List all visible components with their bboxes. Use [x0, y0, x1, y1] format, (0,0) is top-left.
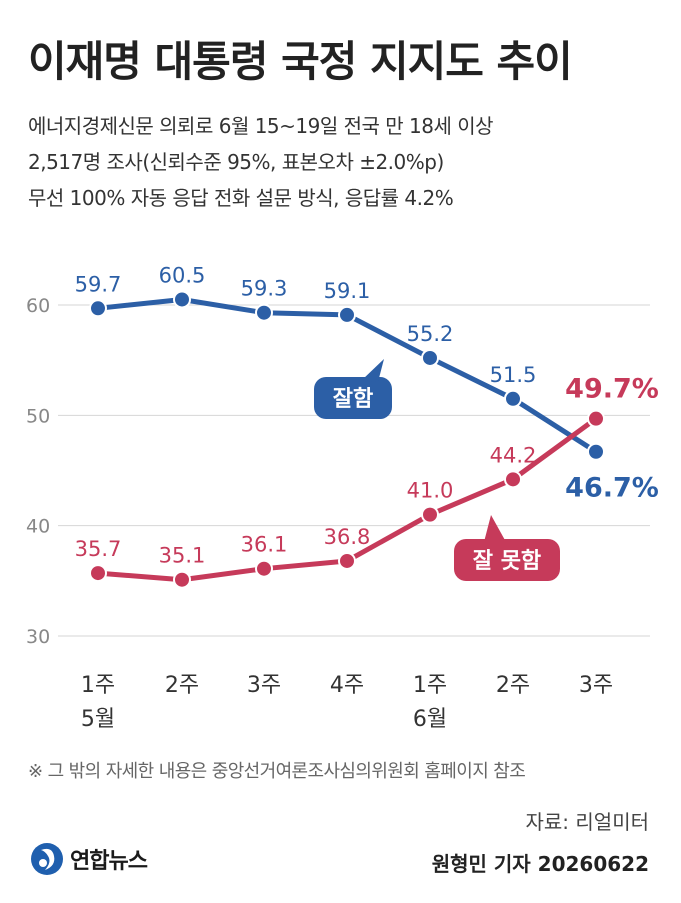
- disapprove-data-point: [255, 559, 273, 578]
- y-tick-label: 40: [26, 516, 50, 538]
- disapprove-value-label: 41.0: [407, 479, 454, 503]
- approve-data-point: [338, 305, 356, 324]
- disapprove-data-point: [504, 470, 522, 489]
- x-tick-label: 3주: [579, 673, 613, 698]
- approve-data-point: [255, 303, 273, 322]
- disapprove-data-point: [173, 570, 191, 589]
- approve-series-bubble: [314, 377, 392, 419]
- disapprove-value-label: 36.8: [324, 525, 371, 549]
- source-credit: 자료: 리얼미터: [525, 810, 650, 834]
- disapprove-value-label: 49.7%: [565, 374, 659, 405]
- x-tick-label: 2주: [165, 673, 199, 698]
- approve-series-label: 잘함: [333, 387, 373, 412]
- approve-value-label: 51.5: [490, 363, 537, 387]
- approve-data-point: [587, 442, 605, 461]
- y-tick-label: 30: [26, 626, 50, 648]
- approval-line-chart: 30 40 50 60 1주 5월 2주 3주 4주 1주 6월 2주 3주 59.7 60.5 59.3 59…: [26, 263, 659, 732]
- disapprove-value-label: 35.7: [75, 537, 122, 561]
- approve-data-point: [173, 290, 191, 309]
- subtitle-line-3: 무선 100% 자동 응답 전화 설문 방식, 응답률 4.2%: [28, 186, 454, 210]
- x-tick-label: 4주: [330, 673, 364, 698]
- approve-value-label: 59.1: [324, 279, 371, 303]
- yonhap-logo: 연합뉴스: [30, 842, 148, 876]
- subtitle-line-1: 에너지경제신문 의뢰로 6월 15~19일 전국 만 18세 이상: [28, 114, 494, 138]
- disapprove-data-point: [587, 409, 605, 428]
- approve-series-bubble-tail: [362, 359, 384, 382]
- x-tick-label: 1주: [81, 673, 115, 698]
- y-tick-label: 50: [26, 405, 50, 427]
- disapprove-value-label: 35.1: [159, 544, 206, 568]
- approve-data-point: [89, 299, 107, 318]
- y-tick-label: 60: [26, 295, 50, 317]
- approve-value-label: 59.3: [241, 277, 288, 301]
- footnote: ※ 그 밖의 자세한 내용은 중앙선거여론조사심의위원회 홈페이지 참조: [28, 761, 526, 782]
- approve-data-point: [504, 389, 522, 408]
- reporter-byline: 원형민 기자 20260622: [431, 852, 649, 876]
- disapprove-series-bubble-tail: [484, 515, 506, 542]
- subtitle-line-2: 2,517명 조사(신뢰수준 95%, 표본오차 ±2.0%p): [28, 150, 444, 174]
- disapprove-series-bubble: [454, 539, 560, 581]
- x-tick-label: 1주: [413, 673, 447, 698]
- logo-text: 연합뉴스: [70, 849, 148, 874]
- disapprove-series-label: 잘 못함: [473, 549, 541, 574]
- x-tick-label: 2주: [496, 673, 530, 698]
- disapprove-data-point: [421, 505, 439, 524]
- approve-data-point: [421, 348, 439, 367]
- approve-value-label: 55.2: [407, 322, 454, 346]
- approve-value-label: 46.7%: [565, 473, 659, 504]
- x-month-label: 5월: [81, 707, 115, 732]
- disapprove-data-point: [338, 551, 356, 570]
- approve-value-label: 59.7: [75, 272, 122, 296]
- disapprove-value-label: 44.2: [490, 443, 537, 467]
- disapprove-value-label: 36.1: [241, 533, 288, 557]
- approve-value-label: 60.5: [159, 263, 206, 287]
- x-tick-label: 3주: [247, 673, 281, 698]
- x-month-label: 6월: [413, 707, 447, 732]
- yonhap-logo-icon: [31, 843, 63, 875]
- page-title: 이재명 대통령 국정 지지도 추이: [28, 37, 573, 86]
- disapprove-data-point: [89, 564, 107, 583]
